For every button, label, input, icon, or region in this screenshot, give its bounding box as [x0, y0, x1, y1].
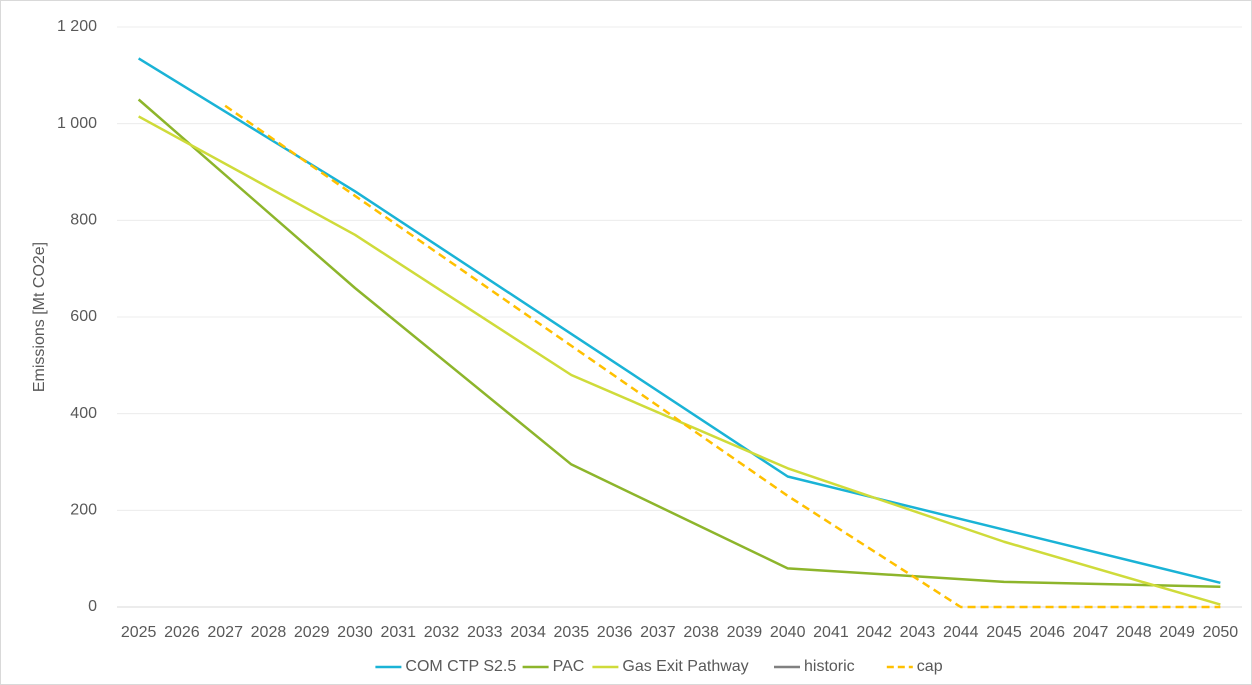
y-tick-label: 1 200	[57, 18, 97, 35]
x-tick-label: 2030	[337, 624, 373, 641]
x-tick-label: 2048	[1116, 624, 1152, 641]
y-tick-label: 600	[70, 308, 97, 325]
x-tick-label: 2025	[121, 624, 157, 641]
y-tick-label: 400	[70, 405, 97, 422]
x-tick-label: 2042	[856, 624, 892, 641]
x-tick-label: 2043	[900, 624, 936, 641]
x-tick-label: 2031	[380, 624, 416, 641]
y-tick-label: 1 000	[57, 115, 97, 132]
x-tick-label: 2046	[1029, 624, 1065, 641]
x-tick-label: 2039	[727, 624, 763, 641]
x-tick-label: 2040	[770, 624, 806, 641]
x-tick-label: 2045	[986, 624, 1022, 641]
legend-label: Gas Exit Pathway	[622, 658, 748, 675]
y-tick-label: 200	[70, 502, 97, 519]
x-tick-label: 2034	[510, 624, 546, 641]
legend-label: COM CTP S2.5	[405, 658, 516, 675]
x-tick-label: 2047	[1073, 624, 1109, 641]
y-tick-label: 800	[70, 212, 97, 229]
x-tick-label: 2038	[683, 624, 719, 641]
x-tick-label: 2033	[467, 624, 503, 641]
y-tick-label: 0	[88, 598, 97, 615]
x-tick-label: 2028	[251, 624, 287, 641]
x-tick-label: 2050	[1203, 624, 1239, 641]
legend-label: PAC	[553, 658, 585, 675]
x-tick-label: 2029	[294, 624, 330, 641]
x-tick-label: 2032	[424, 624, 460, 641]
x-tick-label: 2049	[1159, 624, 1195, 641]
legend-label: cap	[917, 658, 943, 675]
legend-label: historic	[804, 658, 855, 675]
x-tick-label: 2035	[554, 624, 590, 641]
series-line	[137, 57, 1221, 585]
x-tick-label: 2027	[207, 624, 243, 641]
x-tick-label: 2026	[164, 624, 200, 641]
series-line	[137, 98, 1221, 588]
x-tick-label: 2036	[597, 624, 633, 641]
x-tick-label: 2044	[943, 624, 979, 641]
y-axis-label: Emissions [Mt CO2e]	[31, 242, 48, 392]
series-line	[224, 104, 1221, 609]
x-tick-label: 2041	[813, 624, 849, 641]
x-tick-label: 2037	[640, 624, 676, 641]
